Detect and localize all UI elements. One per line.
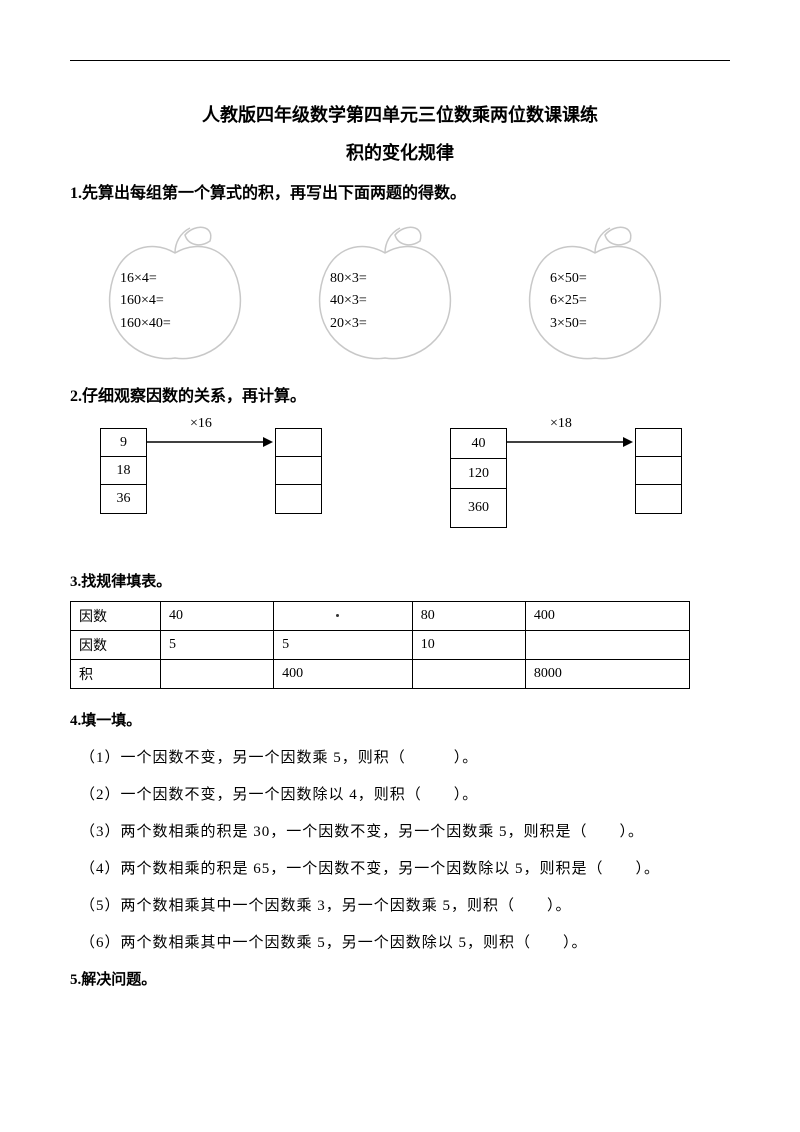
q2-heading: 2.仔细观察因数的关系，再计算。 [70,382,730,406]
q3-r1c0: 因数 [71,631,161,660]
q2-g2-r3 [636,485,681,513]
q1-apples-row: 16×4= 160×4= 160×40= 80×3= 40×3= 20×3= [90,213,730,368]
q3-r1c2: 5 [274,631,413,660]
table-row: 积 400 8000 [71,660,690,689]
arrow-icon [147,434,273,450]
q2-g1-l3: 36 [101,485,146,513]
q3-r2c0: 积 [71,660,161,689]
q2-g1-left-col: 9 18 36 [100,428,147,514]
q1-apple-3: 6×50= 6×25= 3×50= [510,213,680,368]
q4-heading: 4.填一填。 [70,709,730,730]
q2-g2-l1: 40 [451,429,506,459]
q3-r1c3: 10 [412,631,525,660]
q5-heading: 5.解决问题。 [70,968,730,989]
q3-r0c0: 因数 [71,602,161,631]
q3-r0c2 [274,602,413,631]
q2-g2-r2 [636,457,681,485]
q3-r1c4 [525,631,689,660]
q1-apple-2: 80×3= 40×3= 20×3= [300,213,470,368]
q4-item-6: （6）两个数相乘其中一个因数乘 5，另一个因数除以 5，则积（ ）。 [80,931,730,952]
q2-g2-left-col: 40 120 360 [450,428,507,528]
table-row: 因数 40 80 400 [71,602,690,631]
q1-apple-2-text: 80×3= 40×3= 20×3= [330,268,367,335]
q1-a3-l1: 6×50= [550,268,587,290]
dot-icon [336,614,339,617]
q2-g1-r3 [276,485,321,513]
q1-a2-l3: 20×3= [330,313,367,335]
q2-g1-mult-label: ×16 [190,416,212,432]
q1-a3-l3: 3×50= [550,313,587,335]
q3-r2c2: 400 [274,660,413,689]
q3-r2c3 [412,660,525,689]
q3-r0c1: 40 [161,602,274,631]
q1-apple-1: 16×4= 160×4= 160×40= [90,213,260,368]
title-sub: 积的变化规律 [70,139,730,165]
q2-g2-l3: 360 [451,489,506,527]
q1-a2-l2: 40×3= [330,290,367,312]
q3-r0c3: 80 [412,602,525,631]
apple-icon [300,213,470,368]
arrow-icon [507,434,633,450]
q2-g2-r1 [636,429,681,457]
q3-r2c4: 8000 [525,660,689,689]
apple-icon [90,213,260,368]
q4-item-4: （4）两个数相乘的积是 65，一个因数不变，另一个因数除以 5，则积是（ ）。 [80,857,730,878]
q2-g1-l2: 18 [101,457,146,485]
q3-r0c4: 400 [525,602,689,631]
q1-heading: 1.先算出每组第一个算式的积，再写出下面两题的得数。 [70,179,730,203]
q3-r2c1 [161,660,274,689]
q1-a2-l1: 80×3= [330,268,367,290]
q1-a3-l2: 6×25= [550,290,587,312]
q3-heading: 3.找规律填表。 [70,570,730,591]
q4-item-3: （3）两个数相乘的积是 30，一个因数不变，另一个因数乘 5，则积是（ ）。 [80,820,730,841]
q4-item-2: （2）一个因数不变，另一个因数除以 4，则积（ ）。 [80,783,730,804]
q2-g2-l2: 120 [451,459,506,489]
q2-g1-l1: 9 [101,429,146,457]
apple-icon [510,213,680,368]
q1-a1-l2: 160×4= [120,290,171,312]
q2-g1-r2 [276,457,321,485]
q4-item-5: （5）两个数相乘其中一个因数乘 3，另一个因数乘 5，则积（ ）。 [80,894,730,915]
q2-group-1: 9 18 36 ×16 [100,416,360,556]
q1-apple-1-text: 16×4= 160×4= 160×40= [120,268,171,335]
header-rule [70,60,730,61]
q1-a1-l3: 160×40= [120,313,171,335]
q2-group-2: 40 120 360 ×18 [450,416,710,556]
q2-g2-mult-label: ×18 [550,416,572,432]
q1-apple-3-text: 6×50= 6×25= 3×50= [550,268,587,335]
q4-item-1: （1）一个因数不变，另一个因数乘 5，则积（ ）。 [80,746,730,767]
table-row: 因数 5 5 10 [71,631,690,660]
q2-row: 9 18 36 ×16 40 120 360 ×18 [100,416,730,556]
q2-g2-right-col [635,428,682,514]
q2-g1-right-col [275,428,322,514]
q3-r1c1: 5 [161,631,274,660]
q1-a1-l1: 16×4= [120,268,171,290]
q2-g1-r1 [276,429,321,457]
page-container: 人教版四年级数学第四单元三位数乘两位数课课练 积的变化规律 1.先算出每组第一个… [0,0,800,1039]
title-main: 人教版四年级数学第四单元三位数乘两位数课课练 [70,101,730,127]
q3-table: 因数 40 80 400 因数 5 5 10 积 400 8000 [70,601,690,689]
